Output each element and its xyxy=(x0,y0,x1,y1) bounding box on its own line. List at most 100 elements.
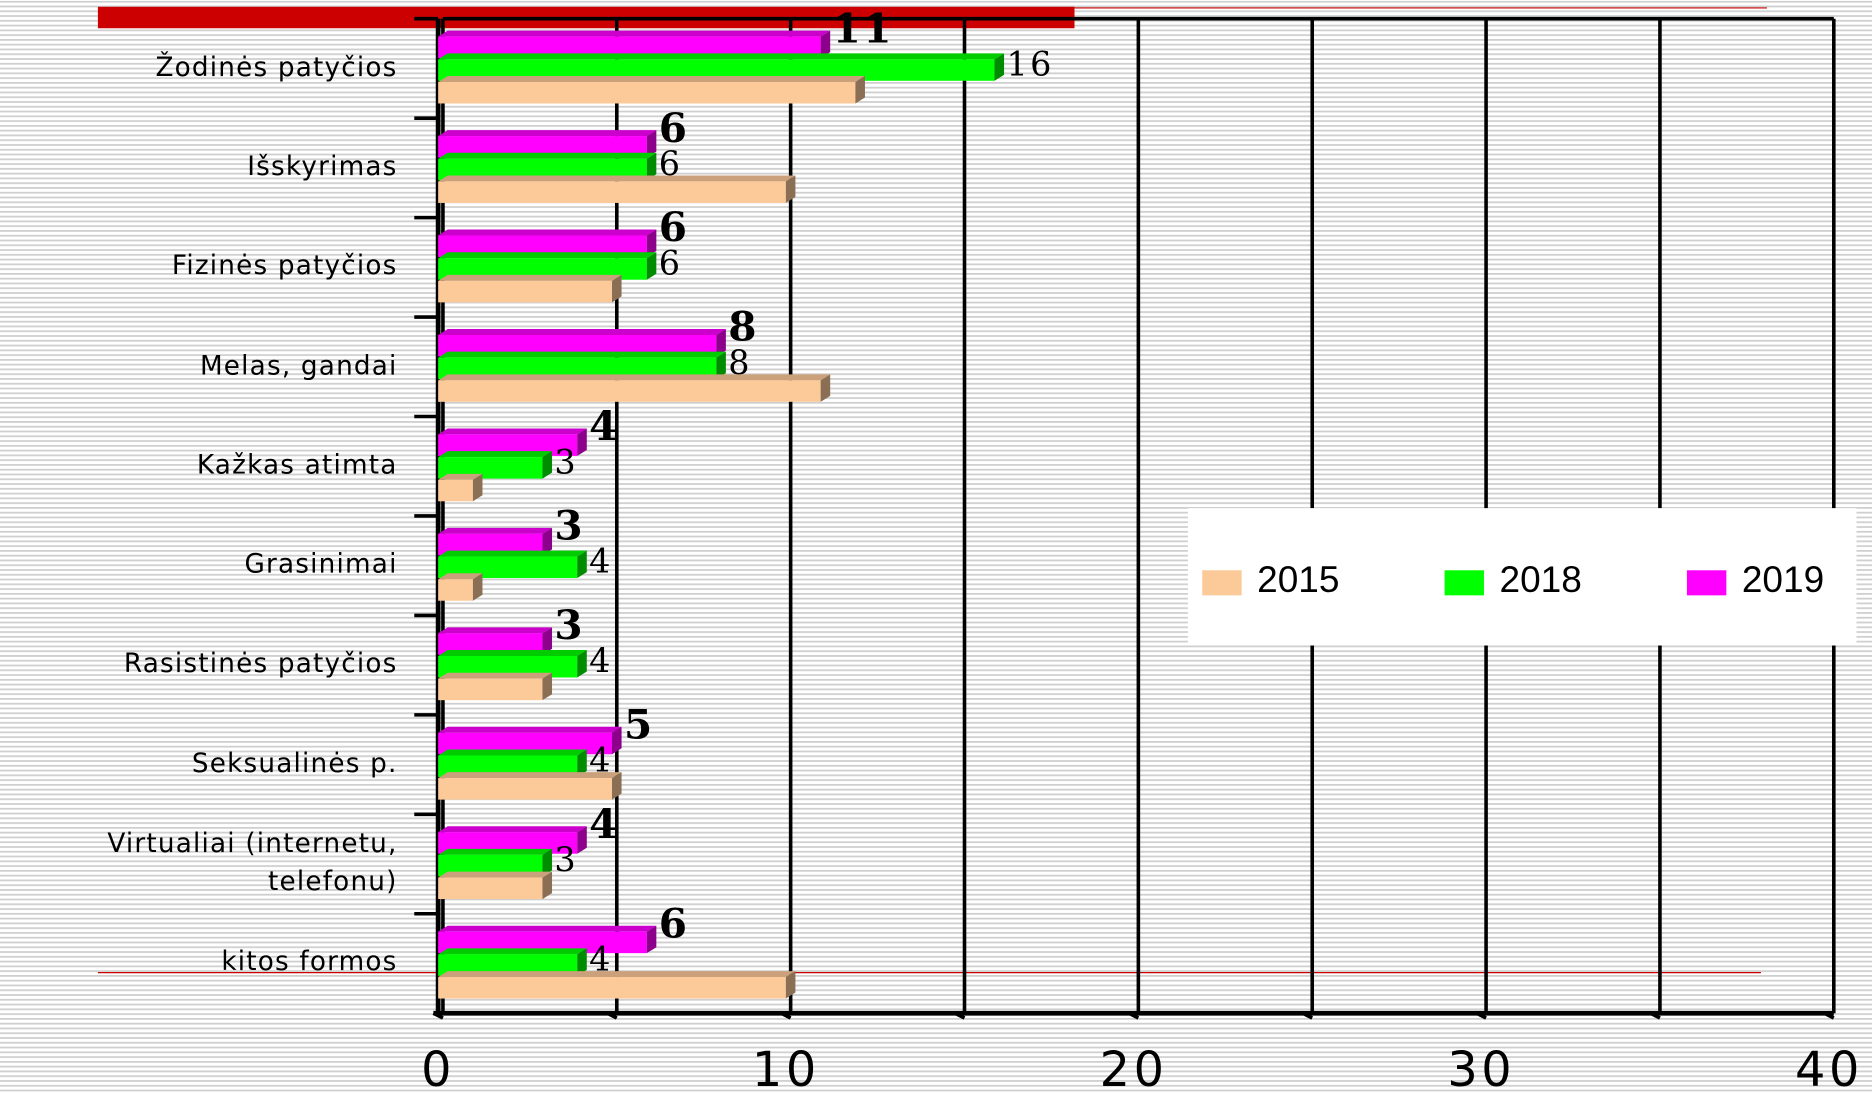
bar-top xyxy=(438,573,483,580)
bar-side xyxy=(646,252,657,280)
bar xyxy=(438,473,483,502)
bar-side xyxy=(577,550,587,579)
bar-top xyxy=(438,948,587,955)
bar-top xyxy=(438,627,553,634)
bar-front xyxy=(438,579,473,601)
bar-top xyxy=(438,30,831,37)
bar xyxy=(438,826,587,854)
legend-swatch xyxy=(1202,570,1242,596)
x-tick-label: 10 xyxy=(752,1043,820,1094)
bar xyxy=(438,749,587,777)
bar-top xyxy=(438,152,657,159)
bar-front xyxy=(438,556,578,579)
bar xyxy=(438,772,622,800)
data-label: 11 xyxy=(833,4,894,52)
data-label: 6 xyxy=(659,899,690,947)
bar xyxy=(438,948,587,976)
bar-side xyxy=(785,971,796,999)
bar xyxy=(438,130,657,158)
bar xyxy=(438,374,831,402)
bar xyxy=(438,53,1005,81)
bar-top xyxy=(438,726,622,733)
bar-side xyxy=(646,130,657,158)
category-label: Išskyrimas xyxy=(247,152,398,183)
legend-swatch xyxy=(1444,570,1484,596)
bar-top xyxy=(438,130,657,137)
bar-top xyxy=(438,749,587,756)
bar-top xyxy=(438,871,553,878)
category-label-box: Kažkas atimta xyxy=(197,451,397,481)
bar xyxy=(438,328,726,357)
bar xyxy=(438,925,657,954)
bar-front xyxy=(438,457,543,479)
bar-side xyxy=(820,30,831,59)
legend-label: 2018 xyxy=(1500,558,1582,600)
bar-top xyxy=(438,550,587,557)
bar-side xyxy=(542,527,553,556)
bar-front xyxy=(438,280,613,303)
data-label: 4 xyxy=(589,542,613,581)
bar-top xyxy=(438,428,587,435)
bar-top xyxy=(438,252,657,259)
category-label: Seksualinės p. xyxy=(191,749,398,779)
bar xyxy=(438,252,657,280)
bar xyxy=(438,274,622,303)
bar-top xyxy=(438,925,657,932)
bar-side xyxy=(542,627,553,655)
data-label: 3 xyxy=(554,442,578,481)
bar-front xyxy=(438,158,647,181)
bar-top xyxy=(438,826,587,833)
bar xyxy=(438,550,587,579)
bar-top xyxy=(438,451,553,458)
x-tick-label: 30 xyxy=(1447,1043,1515,1094)
x-tick-label: 20 xyxy=(1100,1043,1168,1094)
bar-front xyxy=(438,656,578,678)
bar-top xyxy=(438,527,553,534)
bar-top xyxy=(438,76,865,82)
data-label: 8 xyxy=(728,343,752,382)
bar-top xyxy=(438,772,622,779)
bar xyxy=(438,428,587,456)
bar-front xyxy=(438,954,578,976)
bar-side xyxy=(472,473,483,502)
x-tick-label: 0 xyxy=(421,1043,455,1094)
bar-front xyxy=(438,977,786,999)
bar-side xyxy=(542,871,553,900)
bar-side xyxy=(472,573,483,601)
category-label-box: Išskyrimas xyxy=(247,152,398,183)
data-label: 6 xyxy=(659,144,683,183)
data-label: 4 xyxy=(589,800,620,848)
bar-front xyxy=(438,633,543,655)
data-label: 3 xyxy=(554,840,578,879)
bar xyxy=(438,229,657,258)
bar-top xyxy=(438,328,726,335)
bar xyxy=(438,573,483,601)
bar-front xyxy=(438,258,647,280)
category-label-box: kitos formos xyxy=(221,947,398,978)
bar-front xyxy=(438,235,647,258)
x-tick-label: 40 xyxy=(1795,1043,1863,1094)
bar xyxy=(438,76,865,104)
bar-front xyxy=(438,533,543,556)
category-label-box: Žodinės patyčios xyxy=(155,53,396,83)
bar-front xyxy=(438,181,786,203)
bar-top xyxy=(438,971,796,978)
category-label-box: Seksualinės p. xyxy=(191,749,398,779)
bar xyxy=(438,726,622,755)
bar-top xyxy=(438,351,726,358)
bar-front xyxy=(438,334,717,357)
bar-top xyxy=(438,473,483,480)
category-label: kitos formos xyxy=(221,947,398,978)
bar xyxy=(438,152,657,181)
data-label: 6 xyxy=(659,104,690,152)
bar-side xyxy=(855,76,865,104)
bar xyxy=(438,871,553,900)
bar-side xyxy=(612,274,622,303)
bar xyxy=(438,672,553,701)
bar-front xyxy=(438,778,613,800)
legend-label: 2019 xyxy=(1742,558,1824,600)
legend-label: 2015 xyxy=(1257,558,1339,600)
bar-side xyxy=(542,451,553,479)
bar-top xyxy=(438,848,553,855)
category-label: Grasinimai xyxy=(244,550,398,580)
